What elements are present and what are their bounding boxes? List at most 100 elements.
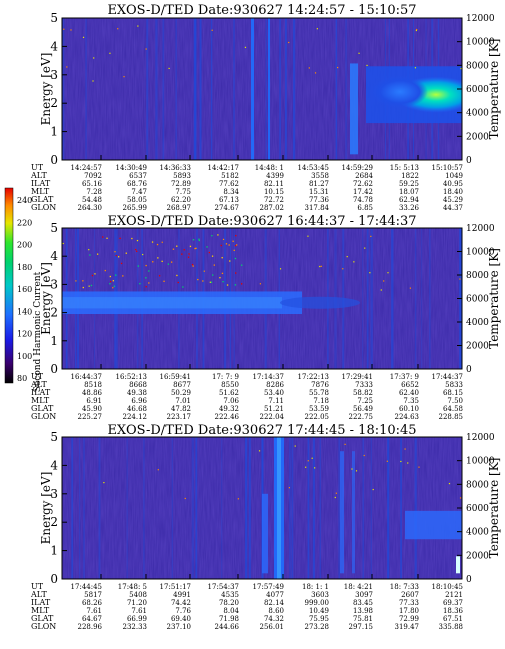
y2-tick-label: 6000 [466,504,489,514]
ephemeris-value: 16:44:37 [71,373,102,381]
intensity-streak [251,18,254,160]
count-speck [460,67,462,70]
y2-axis-label: Temperature [K] [487,458,501,559]
ephemeris-value: 7.35 [403,397,419,405]
ephemeris-value: 237.10 [167,623,192,631]
intensity-streak [340,451,344,574]
intensity-streak [199,18,202,160]
count-speck [161,260,163,263]
intensity-streak [244,437,246,579]
ephemeris-value: 72.89 [171,180,191,188]
count-speck [170,261,173,263]
ephemeris-value: 49.32 [219,405,239,413]
ephemeris-value: 7.47 [131,188,147,196]
intensity-streak [191,437,194,579]
y-tick-label: 2 [50,515,58,529]
ephemeris-value: 287.02 [260,204,285,212]
intensity-streak [370,437,372,579]
ephemeris-value: 8677 [173,381,191,389]
y-tick-label: 4 [50,249,58,263]
count-speck [112,280,115,282]
spectrogram-panel: EXOS-D/TED Date:930627 16:44:37 - 17:44:… [30,214,501,421]
count-speck [184,497,186,500]
ephemeris-value: 7.50 [447,397,463,405]
plot-features [62,228,462,369]
ephemeris-value: 68.15 [443,389,463,397]
count-speck [241,264,243,266]
intensity-streak [85,18,87,160]
ephemeris-value: 7092 [84,172,102,180]
y-tick-label: 1 [50,544,58,558]
y-tick-label: 5 [50,430,58,444]
count-speck [92,80,94,82]
ephemeris-value: 47.82 [171,405,191,413]
ephemeris-value: 14:59:29 [342,164,373,172]
count-speck [294,445,296,447]
count-speck [386,460,388,462]
count-speck [235,272,237,274]
colorbar-tick-label: 220 [17,218,32,227]
ephemeris-value: 74.32 [264,615,284,623]
ephemeris-value: 60.10 [399,405,419,413]
count-speck [448,482,451,485]
count-speck [187,256,190,258]
count-speck [387,272,389,274]
ephemeris-value: 7.06 [223,397,239,405]
intensity-streak [400,437,402,579]
ephemeris-value: 5893 [173,172,191,180]
ephemeris-value: 51.21 [264,405,284,413]
ephemeris-value: 228.96 [78,623,103,631]
ephemeris-value: 40.95 [443,180,463,188]
colorbar-tick-label: 180 [17,263,32,272]
intensity-streak [291,437,294,579]
ephemeris-value: 1822 [401,172,419,180]
ephemeris-value: 69.40 [171,615,191,623]
ephemeris-value: 14:42:17 [208,164,239,172]
ephemeris-value: 7333 [355,381,373,389]
ephemeris-value: 1049 [445,172,463,180]
y2-tick-label: 4000 [466,528,489,538]
ephemeris-value: 224.12 [123,413,148,421]
ephemeris-value: 18: 1: 1 [302,583,329,591]
ephemeris-value: 3558 [311,172,329,180]
ephemeris-value: 78.20 [219,599,239,607]
count-speck [314,467,316,469]
ephemeris-row-label: GLON [31,412,56,421]
count-speck [415,29,418,32]
count-speck [145,286,147,288]
ephemeris-value: 77.33 [399,599,419,607]
ephemeris-value: 74.78 [353,196,373,204]
y2-tick-label: 2000 [466,551,489,561]
y2-tick-label: 0 [466,156,472,166]
count-speck [117,28,119,30]
intensity-streak [245,437,248,579]
count-speck [234,257,237,260]
count-speck [82,36,85,38]
count-speck [211,29,213,31]
ephemeris-value: 67.51 [443,615,463,623]
count-speck [142,253,144,256]
ephemeris-value: 71.20 [127,599,147,607]
ephemeris-value: 222.05 [305,413,330,421]
ephemeris-value: 17:29:41 [342,373,373,381]
count-speck [209,281,212,283]
ephemeris-row-label: ILAT [31,388,51,397]
ephemeris-value: 7.18 [313,397,329,405]
count-speck [353,261,355,263]
count-speck [400,460,402,463]
count-speck [163,280,165,282]
ephemeris-value: 69.37 [443,599,463,607]
ephemeris-value: 53.59 [309,405,329,413]
count-speck [235,234,237,237]
intensity-streak [279,18,282,160]
count-speck [234,284,237,286]
ephemeris-value: 14:53:45 [298,164,329,172]
count-speck [117,256,120,258]
ephemeris-value: 265.99 [123,204,148,212]
count-speck [167,263,170,265]
count-speck [416,28,418,31]
colorbar-scale [4,187,14,384]
intensity-streak [233,18,235,160]
ephemeris-value: 71.98 [219,615,239,623]
ephemeris-value: 4535 [221,591,239,599]
